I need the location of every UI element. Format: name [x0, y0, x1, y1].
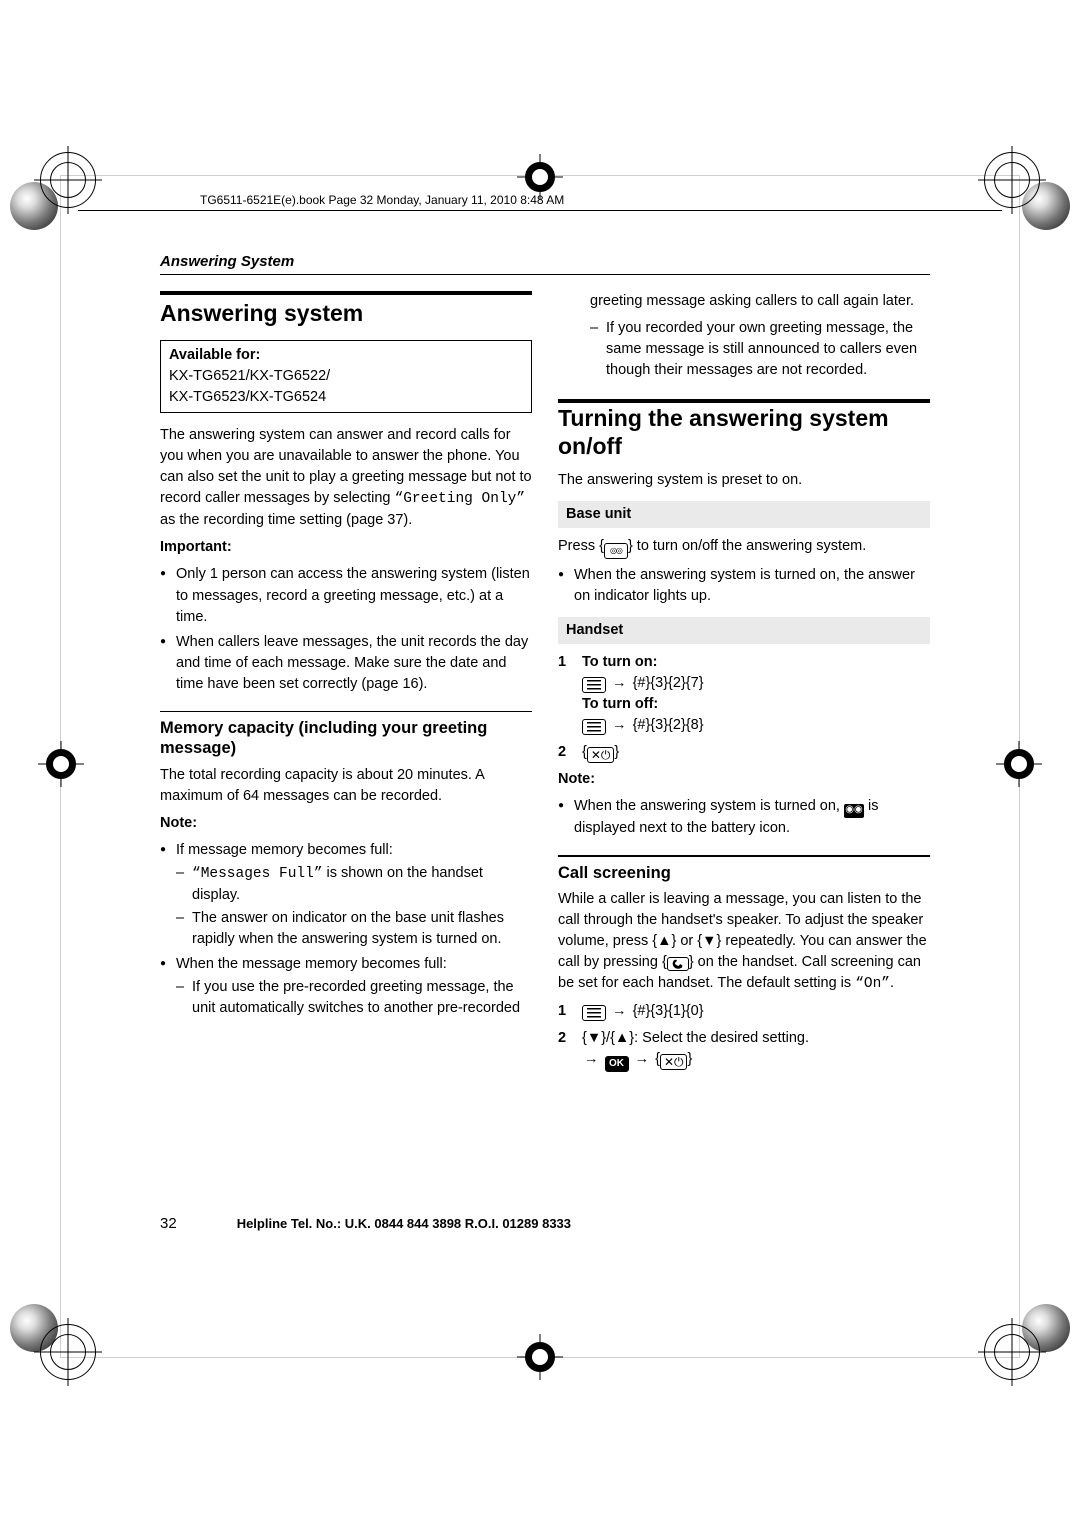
preset-text: The answering system is preset to on. [558, 470, 930, 491]
important-item: Only 1 person can access the answering s… [160, 564, 532, 627]
turn-off-sequence: → {#}{3}{2}{8} [582, 715, 930, 736]
crop-mark-bottom-mid [525, 1342, 555, 1372]
tape-inline-icon: ◉◉ [844, 804, 864, 818]
title-answering-system: Answering system [160, 291, 532, 330]
page-number: 32 [160, 1215, 177, 1232]
crop-mark-left-mid [46, 749, 76, 779]
title-turning-onoff: Turning the answering system on/off [558, 399, 930, 460]
carryover-1: greeting message asking callers to call … [590, 291, 930, 312]
cs-step-2: 2 {▼}/{▲}: Select the desired setting. →… [558, 1028, 930, 1072]
off-icon: ✕⏻ [587, 747, 615, 763]
dash-item: “Messages Full” is shown on the handset … [176, 863, 532, 906]
handset-heading: Handset [558, 617, 930, 644]
available-for-box: Available for: KX-TG6521/KX-TG6522/ KX-T… [160, 340, 532, 413]
crop-mark-bl [40, 1324, 96, 1380]
dash-item: The answer on indicator on the base unit… [176, 908, 532, 950]
carryover-2: If you recorded your own greeting messag… [590, 318, 930, 381]
important-list: Only 1 person can access the answering s… [160, 564, 532, 694]
important-item: When callers leave messages, the unit re… [160, 632, 532, 695]
note-label: Note: [160, 813, 532, 834]
two-column-layout: Answering system Available for: KX-TG652… [160, 291, 930, 1078]
page-content: TG6511-6521E(e).book Page 32 Monday, Jan… [160, 205, 930, 1078]
step-1: 1 To turn on: → {#}{3}{2}{7} To turn off… [558, 652, 930, 736]
note-list-1: If message memory becomes full: “Message… [160, 840, 532, 1019]
turn-on-sequence: → {#}{3}{2}{7} [582, 673, 930, 694]
menu-icon [582, 1005, 606, 1021]
bullet-item: When the answering system is turned on, … [558, 796, 930, 838]
memory-capacity-heading: Memory capacity (including your greeting… [160, 711, 532, 759]
menu-icon [582, 719, 606, 735]
dash-item: If you use the pre-recorded greeting mes… [176, 977, 532, 1019]
note-item: If message memory becomes full: “Message… [160, 840, 532, 950]
crop-mark-tl [40, 152, 96, 208]
left-column: Answering system Available for: KX-TG652… [160, 291, 532, 1078]
bullet-item: When the answering system is turned on, … [558, 565, 930, 607]
handset-note-list: When the answering system is turned on, … [558, 796, 930, 838]
menu-icon [582, 677, 606, 693]
section-header: Answering System [160, 253, 930, 275]
note-label-2: Note: [558, 769, 930, 790]
call-screening-heading: Call screening [558, 855, 930, 884]
call-screening-steps: 1 → {#}{3}{1}{0} 2 {▼}/{▲}: Select the d… [558, 1001, 930, 1072]
base-unit-notes: When the answering system is turned on, … [558, 565, 930, 607]
talk-icon [667, 957, 689, 971]
crop-mark-top-mid [525, 162, 555, 192]
crop-mark-br [984, 1324, 1040, 1380]
page-footer: 32 Helpline Tel. No.: U.K. 0844 844 3898… [160, 1215, 930, 1232]
right-column: greeting message asking callers to call … [558, 291, 930, 1078]
tape-icon [604, 543, 628, 559]
memory-text: The total recording capacity is about 20… [160, 765, 532, 807]
off-icon: ✕⏻ [660, 1054, 688, 1070]
base-unit-instruction: Press {} to turn on/off the answering sy… [558, 536, 930, 559]
book-header: TG6511-6521E(e).book Page 32 Monday, Jan… [200, 193, 930, 207]
available-models: KX-TG6521/KX-TG6522/ KX-TG6523/KX-TG6524 [169, 368, 330, 405]
note-item: When the message memory becomes full: If… [160, 954, 532, 1019]
base-unit-heading: Base unit [558, 501, 930, 528]
crop-mark-tr [984, 152, 1040, 208]
helpline-text: Helpline Tel. No.: U.K. 0844 844 3898 R.… [237, 1216, 571, 1231]
important-label: Important: [160, 537, 532, 558]
handset-steps: 1 To turn on: → {#}{3}{2}{7} To turn off… [558, 652, 930, 763]
cs-step-1: 1 → {#}{3}{1}{0} [558, 1001, 930, 1022]
ok-icon: OK [605, 1056, 629, 1072]
call-screening-text: While a caller is leaving a message, you… [558, 889, 930, 995]
step-2: 2 {✕⏻} [558, 742, 930, 763]
crop-mark-right-mid [1004, 749, 1034, 779]
intro-paragraph: The answering system can answer and reco… [160, 425, 532, 531]
